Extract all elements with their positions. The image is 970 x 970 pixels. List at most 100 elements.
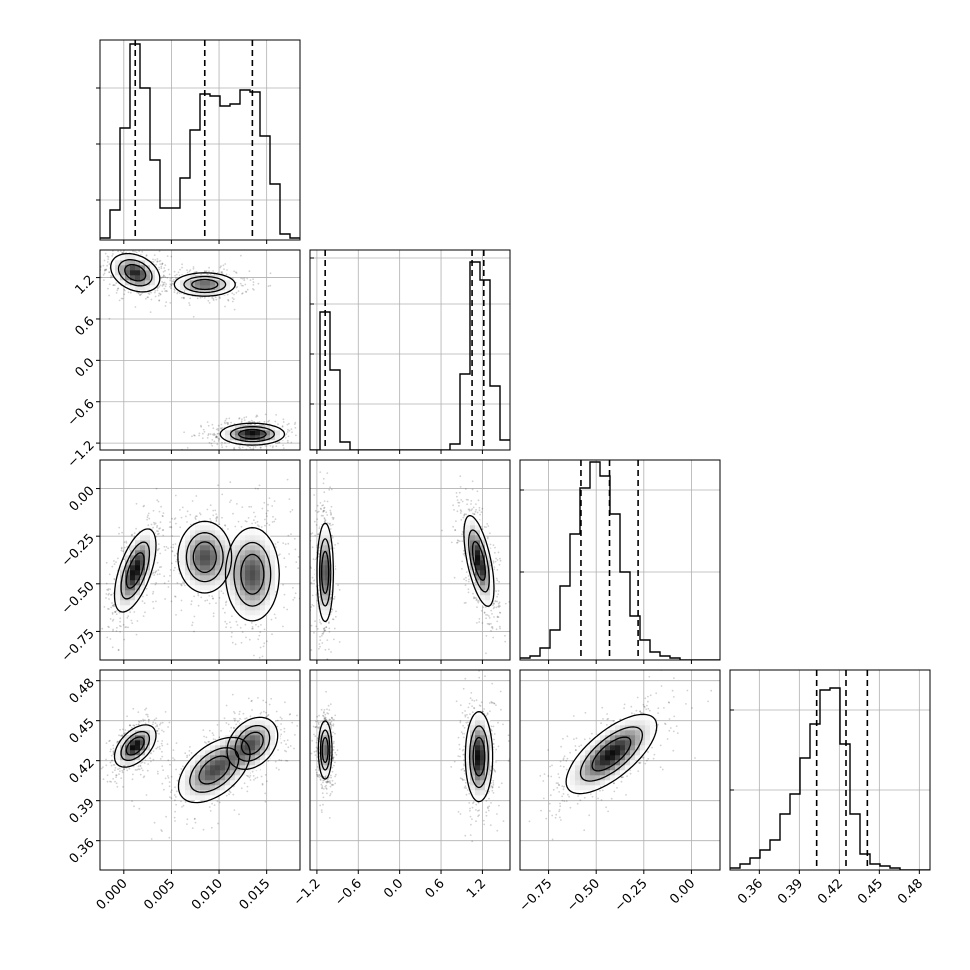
sample-point-2-0-0-222 <box>107 608 109 610</box>
sample-point-1-0-2-219 <box>287 441 289 444</box>
sample-point-2-0-0-495 <box>126 617 129 619</box>
sample-point-2-0-0-108 <box>148 517 151 520</box>
sample-point-2-0-1-324 <box>221 516 223 519</box>
sample-point-2-1-1-447 <box>487 525 490 527</box>
sample-point-2-0-0-315 <box>156 524 159 527</box>
sample-point-2-1-0-497 <box>312 558 315 560</box>
sample-point-2-0-2-178 <box>266 640 268 643</box>
density-cell-1-0-4-38 <box>120 255 126 261</box>
density-cell-1-0-24-34 <box>220 275 226 281</box>
density-cell-2-0-6-20 <box>130 555 136 561</box>
contour-2-0-1-1 <box>185 532 224 583</box>
sample-point-2-0-2-293 <box>257 625 260 628</box>
sample-point-2-0-2-308 <box>240 525 243 528</box>
sample-point-2-1-1-479 <box>489 543 492 546</box>
sample-point-1-0-0-42 <box>112 253 114 255</box>
density-cell-1-0-18-32 <box>190 285 196 291</box>
sample-point-2-0-0-379 <box>130 619 133 622</box>
density-cell-2-1-32-17 <box>470 570 476 576</box>
sample-point-2-1-1-142 <box>481 622 484 624</box>
density-cell-1-0-20-33 <box>200 280 206 286</box>
panel-2-1 <box>309 459 511 664</box>
sample-point-2-0-0-174 <box>131 533 134 536</box>
sample-point-2-1-0-209 <box>313 579 315 582</box>
density-cell-2-0-6-16 <box>130 575 136 581</box>
density-cell-2-0-10-22 <box>150 545 156 551</box>
density-cell-2-0-30-21 <box>250 550 256 556</box>
density-cell-2-0-6-12 <box>130 595 136 601</box>
sample-point-2-0-2-102 <box>241 506 244 508</box>
sample-point-2-0-0-144 <box>121 531 123 534</box>
sample-point-2-1-0-15 <box>310 606 313 608</box>
sample-point-1-0-0-237 <box>162 274 165 277</box>
sample-point-1-0-2-460 <box>252 446 255 448</box>
sample-point-1-0-1-174 <box>243 277 246 280</box>
sample-point-2-1-0-320 <box>319 635 321 638</box>
sample-point-2-0-2-379 <box>268 497 271 499</box>
density-cell-1-0-27-1 <box>235 440 241 446</box>
sample-point-2-1-1-407 <box>462 516 465 519</box>
panel-frame-2-0 <box>99 459 301 661</box>
sample-point-1-0-1-373 <box>240 254 242 257</box>
density-cell-2-0-3-13 <box>115 590 121 596</box>
density-cell-2-0-28-14 <box>240 585 246 591</box>
sample-point-1-0-2-37 <box>194 434 196 437</box>
sample-point-1-0-0-345 <box>107 258 110 260</box>
density-cell-2-0-18-19 <box>190 560 196 566</box>
sample-point-1-0-2-267 <box>214 433 216 436</box>
sample-point-2-0-0-206 <box>146 594 148 597</box>
sample-point-1-0-0-460 <box>128 244 130 246</box>
sample-point-2-0-1-171 <box>216 516 219 519</box>
sample-point-2-0-0-18 <box>155 570 158 572</box>
sample-point-3-0-0-48 <box>109 780 111 783</box>
sample-point-2-1-1-337 <box>461 568 463 570</box>
sample-point-2-0-1-128 <box>224 611 226 614</box>
sample-point-2-0-0-332 <box>157 548 159 551</box>
sample-point-3-0-0-247 <box>109 750 112 753</box>
density-cell-2-1-36-15 <box>490 580 496 586</box>
sample-point-2-0-0-391 <box>105 561 108 564</box>
density-cell-2-0-23-20 <box>215 555 221 561</box>
sample-point-2-0-0-440 <box>112 618 115 621</box>
sample-point-2-1-1-341 <box>496 600 499 603</box>
sample-point-2-0-0-139 <box>111 565 114 568</box>
sample-point-2-1-1-78 <box>461 500 464 503</box>
sample-point-2-0-2-176 <box>266 515 268 517</box>
sample-point-2-1-0-424 <box>319 645 321 648</box>
contour-2-1-1-0 <box>463 515 495 607</box>
density-cell-2-0-22-15 <box>210 580 216 586</box>
sample-point-2-1-1-299 <box>498 604 500 607</box>
density-cell-2-0-5-16 <box>125 575 131 581</box>
sample-point-2-1-1-505 <box>485 526 487 528</box>
sample-point-2-1-1-523 <box>475 597 477 599</box>
sample-point-1-0-0-436 <box>112 284 115 286</box>
sample-point-2-1-0-7 <box>322 510 325 512</box>
sample-point-2-1-1-222 <box>467 499 469 501</box>
sample-point-3-0-0-47 <box>157 740 159 743</box>
density-cell-2-0-17-24 <box>185 535 191 541</box>
sample-point-1-0-2-237 <box>207 451 209 453</box>
sample-point-2-0-2-241 <box>258 525 260 528</box>
sample-point-1-0-0-406 <box>121 251 124 254</box>
density-cell-1-0-29-1 <box>245 440 251 446</box>
density-cell-2-0-22-14 <box>210 585 216 591</box>
sample-point-1-0-2-244 <box>238 417 241 419</box>
density-cell-2-0-26-22 <box>230 545 236 551</box>
sample-point-2-1-0-510 <box>331 608 334 611</box>
density-cell-1-0-18-31 <box>190 290 196 296</box>
sample-point-1-0-0-449 <box>95 272 97 274</box>
sample-point-2-1-0-6 <box>322 631 325 634</box>
sample-point-2-0-2-327 <box>291 509 294 511</box>
sample-point-2-1-1-296 <box>463 578 465 581</box>
sample-point-1-0-1-339 <box>240 284 243 287</box>
sample-point-1-0-2-188 <box>278 441 281 444</box>
density-cell-2-0-34-17 <box>270 570 276 576</box>
density-cell-2-0-31-9 <box>255 610 261 616</box>
sample-point-2-0-1-271 <box>175 560 177 563</box>
density-cell-2-0-23-25 <box>215 530 221 536</box>
density-cell-1-0-4-37 <box>120 260 126 266</box>
density-cell-1-0-35-2 <box>275 435 281 441</box>
density-cell-2-1-32-27 <box>470 520 476 526</box>
sample-point-1-0-1-252 <box>188 304 191 306</box>
sample-point-2-1-0-127 <box>326 472 329 474</box>
